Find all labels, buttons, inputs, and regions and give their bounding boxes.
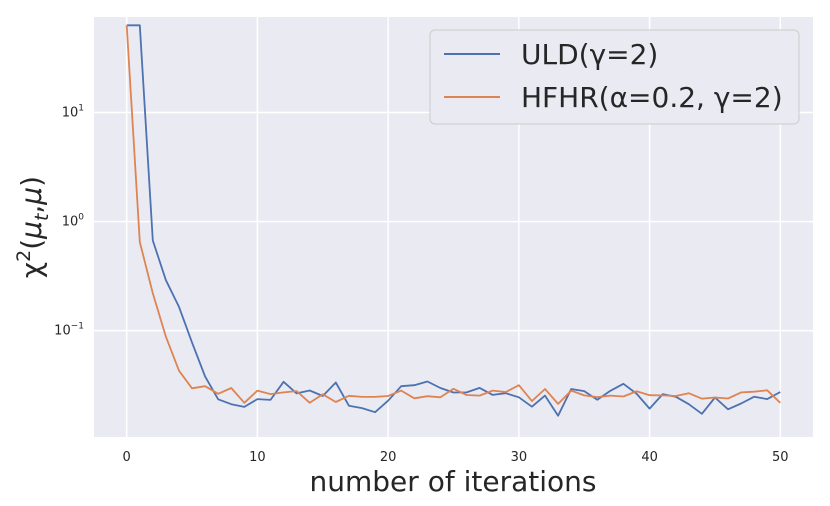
x-tick-label: 20 (380, 450, 397, 465)
y-tick-label: 101 (62, 103, 84, 120)
x-tick-label: 30 (511, 450, 528, 465)
x-axis-label: number of iterations (310, 465, 597, 498)
x-tick-label: 10 (249, 450, 266, 465)
y-axis-label: χ2(μt,μ) (13, 176, 53, 278)
y-tick-label: 100 (62, 213, 85, 230)
legend-label-hfhr: HFHR(α=0.2, γ=2) (521, 81, 783, 114)
series-line-1 (125, 25, 781, 405)
y-tick-labels: 10−1 100 101 (54, 103, 84, 338)
x-tick-label: 50 (772, 450, 789, 465)
y-tick-label: 10−1 (54, 322, 84, 339)
legend: ULD(γ=2) HFHR(α=0.2, γ=2) (429, 29, 800, 125)
series-lines (125, 24, 781, 417)
x-tick-labels: 0 10 20 30 40 50 (123, 450, 789, 465)
legend-label-uld: ULD(γ=2) (521, 38, 658, 71)
x-tick-label: 40 (641, 450, 658, 465)
x-tick-label: 0 (123, 450, 131, 465)
legend-box (429, 29, 800, 125)
